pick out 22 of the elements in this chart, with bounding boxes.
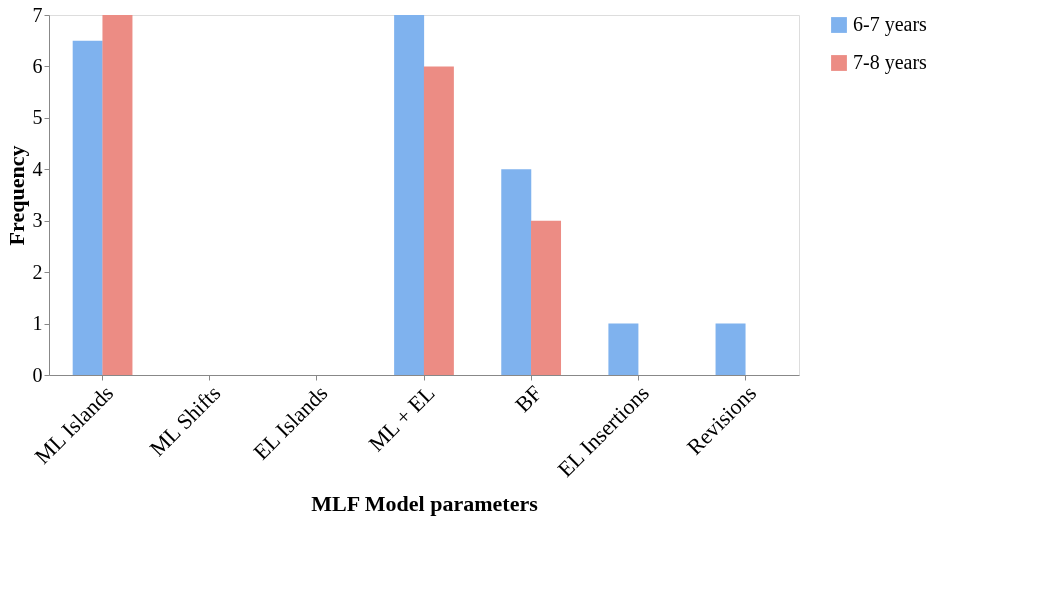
x-tick-label: BF	[509, 380, 547, 418]
bar	[531, 220, 562, 375]
x-tick-label: ML + EL	[363, 380, 440, 457]
bar	[715, 323, 746, 375]
legend-label: 7-8 years	[853, 51, 928, 74]
bar	[501, 169, 532, 375]
y-tick-label: 0	[32, 363, 43, 386]
legend-label: 6-7 years	[853, 13, 928, 36]
bar	[608, 323, 639, 375]
y-tick-label: 1	[32, 312, 43, 335]
y-tick-label: 3	[32, 209, 43, 232]
bar	[102, 15, 133, 375]
y-axis-title: Frequency	[3, 145, 29, 246]
bar	[394, 15, 425, 375]
y-tick-label: 2	[32, 260, 43, 283]
bar	[423, 66, 454, 375]
y-tick-label: 5	[32, 106, 43, 129]
y-tick-label: 4	[32, 157, 43, 180]
x-axis-title: MLF Model parameters	[311, 490, 539, 516]
y-tick-label: 6	[32, 54, 43, 77]
y-tick-label: 7	[32, 3, 43, 26]
bar	[72, 40, 103, 375]
